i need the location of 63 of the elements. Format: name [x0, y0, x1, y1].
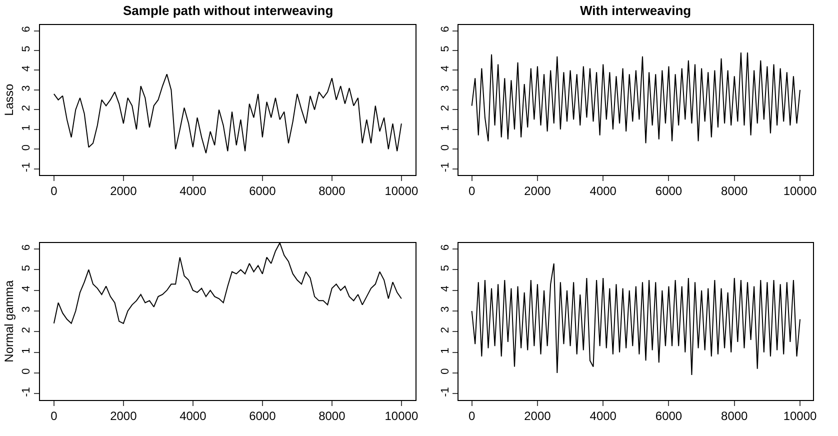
x-tick-label: 4000 [590, 409, 617, 424]
y-tick-label: -1 [20, 387, 33, 397]
y-axis-title: Normal gamma [2, 280, 16, 362]
y-tick-label: 1 [20, 124, 33, 131]
x-tick-label: 2000 [524, 184, 552, 198]
line-series [53, 74, 402, 154]
chart-title: With interweaving [580, 3, 692, 18]
y-tick-label: 4 [20, 66, 33, 72]
x-tick-label: 6000 [655, 409, 682, 424]
y-tick-label: 0 [439, 368, 452, 374]
y-tick-label: 6 [20, 26, 33, 32]
y-tick-label: 5 [20, 264, 33, 272]
x-tick-label: 10000 [783, 409, 818, 424]
x-tick-label: 4000 [180, 409, 207, 424]
y-tick-label: 5 [20, 46, 33, 52]
x-tick-label: 0 [50, 184, 58, 198]
line-series [471, 263, 801, 376]
x-tick-label: 2000 [110, 184, 138, 198]
y-tick-label: 6 [439, 244, 452, 250]
y-tick-label: 2 [20, 105, 33, 112]
x-tick-label: 10000 [783, 184, 818, 198]
y-tick-label: 1 [439, 348, 452, 354]
x-tick-label: 2000 [524, 409, 552, 424]
x-tick-label: 6000 [655, 184, 682, 198]
x-tick-label: 4000 [180, 184, 207, 198]
x-tick-label: 4000 [590, 184, 617, 198]
y-tick-label: -1 [439, 162, 452, 172]
y-tick-label: 4 [20, 286, 33, 292]
y-tick-label: 5 [439, 46, 452, 52]
x-tick-label: 6000 [249, 184, 276, 198]
y-tick-label: 2 [439, 105, 452, 112]
y-tick-label: 0 [439, 144, 452, 151]
x-tick-label: 10000 [384, 409, 418, 424]
y-tick-label: 1 [20, 348, 33, 354]
x-tick-label: 8000 [721, 409, 748, 424]
y-tick-label: 6 [20, 244, 33, 250]
y-tick-label: 6 [439, 26, 452, 32]
y-tick-label: 4 [439, 66, 452, 72]
line-series [471, 52, 801, 144]
y-tick-label: -1 [439, 387, 452, 397]
y-tick-label: -1 [20, 162, 33, 172]
y-tick-label: 3 [20, 85, 33, 92]
y-tick-label: 4 [439, 286, 452, 292]
y-tick-label: 1 [439, 124, 452, 131]
x-tick-label: 0 [50, 409, 58, 424]
y-tick-label: 2 [20, 326, 33, 334]
y-tick-label: 3 [20, 306, 33, 312]
x-tick-label: 8000 [318, 409, 346, 424]
x-tick-label: 6000 [249, 409, 276, 424]
y-tick-label: 3 [439, 85, 452, 92]
y-tick-label: 2 [439, 326, 452, 334]
x-tick-label: 2000 [110, 409, 138, 424]
y-tick-label: 0 [20, 368, 33, 374]
x-tick-label: 8000 [721, 184, 748, 198]
x-tick-label: 10000 [384, 184, 418, 198]
y-tick-label: 0 [20, 144, 33, 151]
y-tick-label: 5 [439, 264, 452, 272]
y-tick-label: 3 [439, 306, 452, 312]
x-tick-label: 0 [468, 409, 476, 424]
x-tick-label: 8000 [318, 184, 346, 198]
chart-title: Sample path without interweaving [123, 3, 334, 18]
y-axis-title: Lasso [2, 84, 16, 116]
x-tick-label: 0 [468, 184, 476, 198]
